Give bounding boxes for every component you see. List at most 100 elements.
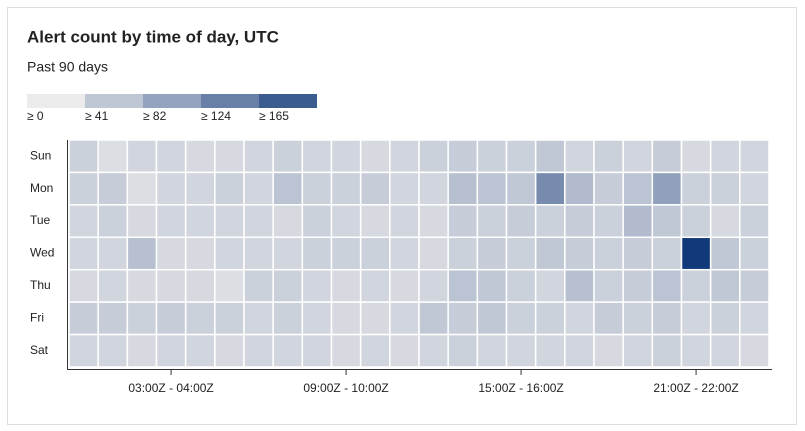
heat-cell (564, 171, 595, 206)
heat-cell (155, 204, 187, 239)
heat-cell (534, 333, 566, 368)
heat-cell (243, 301, 274, 336)
legend-swatch (259, 94, 317, 108)
heat-cell (505, 171, 537, 206)
heat-cell (447, 301, 479, 336)
heat-cell (330, 236, 362, 271)
heat-cell (739, 236, 770, 271)
heat-cell (534, 204, 566, 239)
heat-cell (389, 236, 420, 271)
heat-cell (564, 204, 595, 239)
heat-cell (301, 139, 333, 174)
heat-cell (214, 171, 245, 206)
heat-cell (534, 139, 566, 174)
heat-cell (709, 301, 741, 336)
heat-cell (651, 236, 683, 271)
heat-cell (184, 268, 216, 303)
x-tick-label: 21:00Z - 22:00Z (653, 381, 738, 395)
heat-cell (447, 236, 479, 271)
heat-cell (359, 236, 391, 271)
heat-cell (68, 171, 99, 206)
x-tick-label: 15:00Z - 16:00Z (478, 381, 563, 395)
heat-cell (418, 301, 449, 336)
heat-cell (243, 139, 274, 174)
chart-title: Alert count by time of day, UTC (27, 27, 279, 46)
y-tick-label: Thu (30, 278, 51, 292)
heat-cell (97, 204, 129, 239)
heat-cell (534, 171, 566, 206)
legend-swatch (27, 94, 85, 108)
legend-swatch (143, 94, 201, 108)
heat-cell (155, 139, 187, 174)
heat-cell (243, 236, 274, 271)
heat-cell (359, 139, 391, 174)
heat-cell (564, 268, 595, 303)
heat-cell (651, 139, 683, 174)
heat-cell (97, 301, 129, 336)
heat-cell (447, 268, 479, 303)
heat-cell (214, 204, 245, 239)
heat-cell (622, 236, 654, 271)
heat-cell (593, 268, 624, 303)
heat-cell (214, 301, 245, 336)
heat-cell (301, 171, 333, 206)
heat-cell (476, 333, 508, 368)
heat-cell (680, 268, 712, 303)
heat-cell (505, 268, 537, 303)
heat-cell (214, 236, 245, 271)
heat-cell (505, 139, 537, 174)
heat-cell (184, 171, 216, 206)
heat-cell (184, 301, 216, 336)
heat-cell (622, 333, 654, 368)
heat-cell (418, 268, 449, 303)
heat-cell (651, 268, 683, 303)
heat-cell (301, 268, 333, 303)
heat-cell (593, 139, 624, 174)
heat-cell (418, 171, 449, 206)
heat-cell (505, 301, 537, 336)
heat-cell (564, 139, 595, 174)
heat-cell (622, 139, 654, 174)
heat-cell (272, 301, 304, 336)
heat-cell (359, 301, 391, 336)
heat-cell (214, 268, 245, 303)
heat-cell (68, 301, 99, 336)
heat-cell (126, 236, 158, 271)
heat-cell (214, 333, 245, 368)
heat-cell (359, 333, 391, 368)
heat-cell (680, 301, 712, 336)
heat-cell (155, 333, 187, 368)
legend-label: ≥ 41 (85, 109, 109, 123)
heat-cell (447, 204, 479, 239)
x-tick-label: 09:00Z - 10:00Z (303, 381, 388, 395)
heat-cell (68, 204, 99, 239)
heat-cell (68, 333, 99, 368)
heat-cell (68, 139, 99, 174)
heat-cell (564, 301, 595, 336)
heat-cell (301, 301, 333, 336)
heat-cell (330, 171, 362, 206)
heat-cell (505, 204, 537, 239)
heat-cell (272, 204, 304, 239)
heat-cell (739, 301, 770, 336)
heat-cell (709, 236, 741, 271)
heat-cell (651, 333, 683, 368)
heat-cell (243, 204, 274, 239)
heat-cell (272, 139, 304, 174)
heat-cell (389, 204, 420, 239)
heat-cell (564, 236, 595, 271)
heat-cell (709, 333, 741, 368)
heat-cell (243, 268, 274, 303)
heat-cell (272, 236, 304, 271)
heat-cell (126, 139, 158, 174)
legend-swatch (201, 94, 259, 108)
legend-label: ≥ 165 (259, 109, 289, 123)
heat-cell (126, 171, 158, 206)
heat-cell (593, 171, 624, 206)
heat-cell (680, 333, 712, 368)
heat-cell (739, 333, 770, 368)
legend-label: ≥ 0 (27, 109, 44, 123)
heat-cell (709, 268, 741, 303)
heat-cell (330, 301, 362, 336)
